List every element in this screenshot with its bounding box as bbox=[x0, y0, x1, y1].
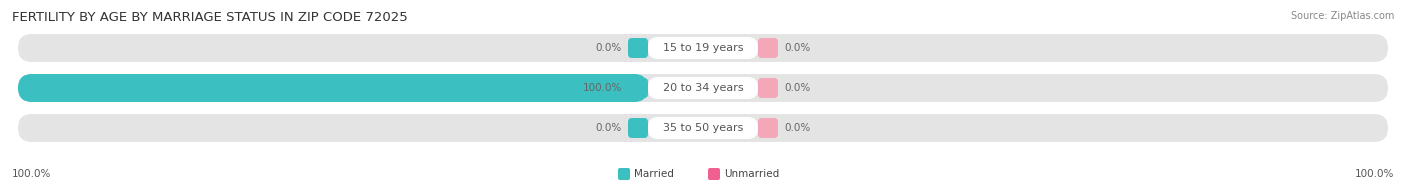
FancyBboxPatch shape bbox=[648, 77, 758, 99]
FancyBboxPatch shape bbox=[18, 74, 1388, 102]
Text: 15 to 19 years: 15 to 19 years bbox=[662, 43, 744, 53]
FancyBboxPatch shape bbox=[709, 168, 720, 180]
Text: 100.0%: 100.0% bbox=[582, 83, 621, 93]
Text: Unmarried: Unmarried bbox=[724, 169, 779, 179]
FancyBboxPatch shape bbox=[648, 117, 758, 139]
Text: 0.0%: 0.0% bbox=[785, 123, 810, 133]
FancyBboxPatch shape bbox=[18, 114, 1388, 142]
Text: 100.0%: 100.0% bbox=[1354, 169, 1393, 179]
Text: Source: ZipAtlas.com: Source: ZipAtlas.com bbox=[1291, 11, 1393, 21]
Text: 35 to 50 years: 35 to 50 years bbox=[662, 123, 744, 133]
Text: 100.0%: 100.0% bbox=[13, 169, 52, 179]
FancyBboxPatch shape bbox=[758, 38, 778, 58]
FancyBboxPatch shape bbox=[628, 118, 648, 138]
FancyBboxPatch shape bbox=[619, 168, 630, 180]
FancyBboxPatch shape bbox=[628, 78, 648, 98]
FancyBboxPatch shape bbox=[648, 37, 758, 59]
Text: Married: Married bbox=[634, 169, 673, 179]
Text: FERTILITY BY AGE BY MARRIAGE STATUS IN ZIP CODE 72025: FERTILITY BY AGE BY MARRIAGE STATUS IN Z… bbox=[13, 11, 408, 24]
FancyBboxPatch shape bbox=[758, 78, 778, 98]
FancyBboxPatch shape bbox=[18, 34, 1388, 62]
FancyBboxPatch shape bbox=[628, 38, 648, 58]
Text: 0.0%: 0.0% bbox=[785, 83, 810, 93]
Text: 0.0%: 0.0% bbox=[785, 43, 810, 53]
Text: 20 to 34 years: 20 to 34 years bbox=[662, 83, 744, 93]
Text: 0.0%: 0.0% bbox=[596, 43, 621, 53]
FancyBboxPatch shape bbox=[758, 118, 778, 138]
Text: 0.0%: 0.0% bbox=[596, 123, 621, 133]
FancyBboxPatch shape bbox=[18, 74, 648, 102]
